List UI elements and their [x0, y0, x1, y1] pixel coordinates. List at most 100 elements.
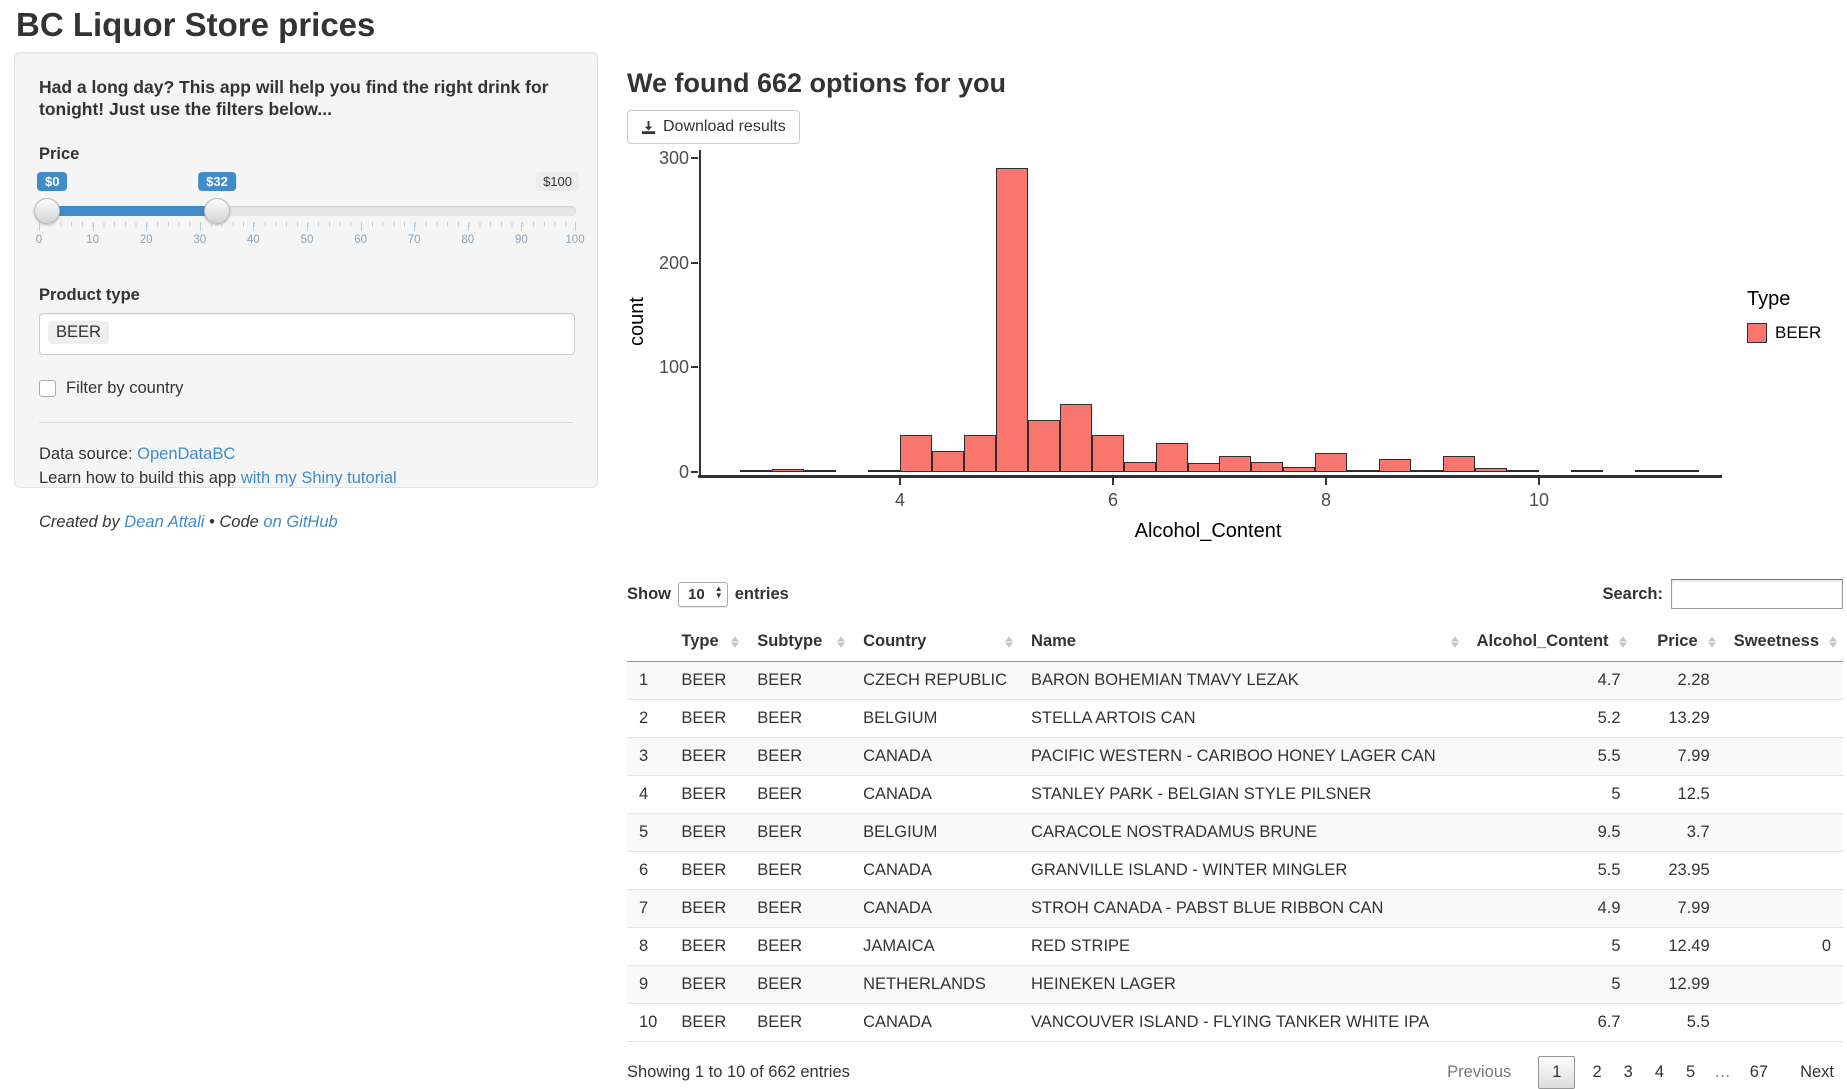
y-axis-tick-mark — [691, 366, 698, 369]
table-row[interactable]: 6 BEER BEER CANADA GRANVILLE ISLAND - WINTER… — [627, 852, 1843, 890]
column-header-alcohol_content[interactable]: Alcohol_Content — [1464, 622, 1633, 662]
pagination-page-3[interactable]: 3 — [1623, 1063, 1633, 1081]
slider-grid-tick — [39, 221, 40, 231]
page-length-select[interactable]: 10 ▲ ▼ — [678, 581, 728, 607]
table-row[interactable]: 5 BEER BEER BELGIUM CARACOLE NOSTRADAMUS BRU… — [627, 813, 1843, 852]
price-slider-label: Price — [39, 144, 80, 163]
slider-track[interactable] — [39, 205, 576, 216]
pagination-page-5[interactable]: 5 — [1686, 1063, 1696, 1081]
legend-color-swatch — [1747, 323, 1767, 343]
y-axis-tick-label: 100 — [658, 357, 689, 378]
data-source-prefix: Data source: — [39, 444, 138, 463]
sort-arrows-icon — [1450, 636, 1459, 647]
table-cell: CANADA — [863, 861, 932, 879]
table-cell: 4.9 — [1597, 899, 1621, 917]
pagination-page-2[interactable]: 2 — [1592, 1063, 1602, 1081]
legend-title: Type — [1747, 288, 1791, 310]
table-cell — [1722, 852, 1843, 890]
column-header-price[interactable]: Price — [1632, 622, 1722, 662]
table-cell: 5.5 — [1686, 1013, 1710, 1031]
table-row[interactable]: 9 BEER BEER NETHERLANDS HEINEKEN LAGER 5 12.99 — [627, 965, 1843, 1004]
shiny-tutorial-link[interactable]: with my Shiny tutorial — [240, 468, 397, 487]
table-cell — [1722, 966, 1843, 1004]
search-label: Search: — [1602, 584, 1663, 603]
table-cell — [1722, 662, 1843, 700]
download-results-button[interactable]: Download results — [627, 110, 800, 144]
table-row[interactable]: 4 BEER BEER CANADA STANLEY PARK - BELGIAN ST… — [627, 776, 1843, 814]
slider-grid-number: 10 — [86, 233, 99, 246]
column-header-name[interactable]: Name — [1019, 622, 1465, 662]
y-axis-tick-label: 200 — [658, 252, 689, 273]
column-header-sweetness[interactable]: Sweetness — [1721, 622, 1843, 662]
pagination-page-4[interactable]: 4 — [1654, 1063, 1665, 1081]
column-header-type[interactable]: Type — [669, 622, 746, 662]
y-axis-tick-mark — [691, 261, 698, 264]
slider-grid-number: 20 — [139, 233, 153, 246]
table-cell: 6.7 — [1597, 1013, 1621, 1031]
opendatabc-link[interactable]: OpenDataBC — [137, 444, 236, 463]
table-cell: BEER — [681, 747, 727, 765]
table-cell: BEER — [681, 1013, 727, 1031]
sidebar-divider — [39, 421, 573, 423]
y-axis-line — [699, 150, 701, 477]
table-row[interactable]: 10 BEER BEER CANADA VANCOUVER ISLAND - FLYIN… — [627, 1004, 1843, 1042]
histogram-bar — [1092, 435, 1124, 472]
legend-item-label: BEER — [1775, 323, 1822, 342]
table-cell: 12.49 — [1668, 937, 1710, 955]
table-cell: BEER — [757, 899, 803, 917]
slider-grid-tick — [92, 221, 94, 231]
table-row[interactable]: 2 BEER BEER BELGIUM STELLA ARTOIS CAN 5.2 13.2… — [627, 700, 1843, 738]
table-cell: BELGIUM — [863, 709, 938, 727]
slider-handle-min[interactable] — [34, 197, 60, 224]
table-cell: 1 — [639, 671, 649, 689]
table-cell: CANADA — [863, 899, 932, 917]
table-cell: BEER — [681, 861, 727, 879]
page-length-control: Show 10 ▲ ▼ entries — [627, 581, 789, 607]
filter-by-country-checkbox[interactable] — [39, 379, 56, 397]
histogram-bar — [1571, 470, 1603, 472]
search-input[interactable] — [1671, 579, 1843, 609]
dean-attali-link[interactable]: Dean Attali — [124, 512, 205, 531]
table-cell: PACIFIC WESTERN - CARIBOO HONEY LAGER CA… — [1031, 747, 1436, 765]
x-axis-tick-label: 10 — [1528, 490, 1550, 510]
histogram-bar — [1315, 453, 1347, 472]
histogram-bar — [1667, 470, 1699, 472]
table-cell: BEER — [757, 785, 803, 803]
column-header-subtype[interactable]: Subtype — [745, 622, 852, 662]
page-length-value: 10 — [688, 585, 705, 603]
legend-key-row: BEER — [1747, 323, 1821, 343]
table-cell: CZECH REPUBLIC — [863, 671, 1008, 689]
column-header-country[interactable]: Country — [851, 622, 1020, 662]
x-axis-line — [698, 475, 1722, 478]
slider-grid-tick — [253, 221, 255, 231]
github-link[interactable]: on GitHub — [263, 512, 338, 531]
slider-grid-number: 90 — [514, 233, 528, 246]
slider-grid-number: 40 — [246, 233, 260, 246]
product-type-selected-item[interactable]: BEER — [48, 320, 109, 344]
table-cell: 5.2 — [1597, 709, 1621, 727]
table-row[interactable]: 3 BEER BEER CANADA PACIFIC WESTERN - CARIBOO… — [627, 737, 1843, 776]
slider-grid-number: 50 — [300, 233, 314, 246]
filter-by-country-label: Filter by country — [66, 378, 184, 397]
table-cell: 7 — [639, 899, 649, 917]
table-cell: 5 — [1611, 937, 1621, 955]
table-cell: HEINEKEN LAGER — [1031, 975, 1176, 993]
table-row[interactable]: 1 BEER BEER CZECH REPUBLIC BARON BOHEMIAN TM… — [627, 661, 1843, 700]
slider-grid-tick — [414, 221, 416, 231]
histogram-bar — [996, 168, 1028, 472]
table-cell: 23.95 — [1668, 861, 1710, 879]
histogram-bar — [1219, 456, 1251, 472]
table-row[interactable]: 8 BEER BEER JAMAICA RED STRIPE 5 12.49 0 — [627, 928, 1843, 966]
table-cell: 2.28 — [1677, 671, 1710, 689]
slider-handle-max[interactable] — [204, 197, 230, 224]
table-cell: 13.29 — [1668, 709, 1710, 727]
product-type-select[interactable]: BEER — [39, 312, 575, 355]
slider-grid-tick — [199, 221, 201, 231]
sidebar-panel: Had a long day? This app will help you f… — [14, 52, 598, 531]
entries-label: entries — [734, 584, 789, 603]
price-range-slider[interactable]: $0 $32 $100 0 10 20 30 40 50 60 70 80 90 100 — [34, 171, 585, 260]
table-cell: 5.5 — [1597, 747, 1621, 765]
slider-active-bar — [41, 205, 219, 216]
table-row[interactable]: 7 BEER BEER CANADA STROH CANADA - PABST BLUE… — [627, 889, 1843, 928]
table-cell: 0 — [1821, 937, 1831, 955]
